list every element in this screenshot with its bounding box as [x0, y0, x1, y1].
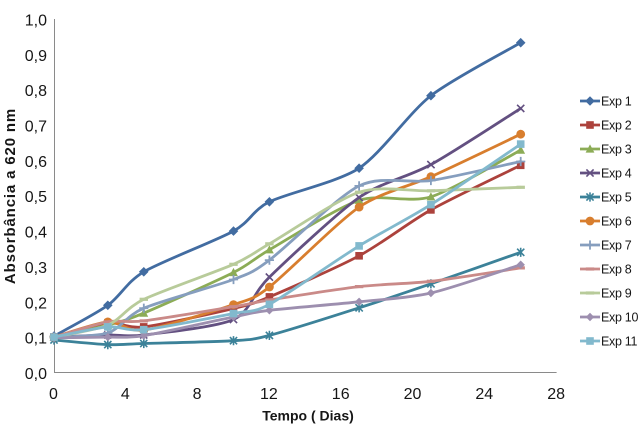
svg-text:0,6: 0,6	[25, 154, 47, 171]
svg-text:Exp 6: Exp 6	[601, 215, 632, 229]
svg-text:28: 28	[547, 386, 565, 403]
svg-text:Exp 2: Exp 2	[601, 119, 632, 133]
svg-text:0,9: 0,9	[25, 48, 47, 65]
svg-text:Exp 1: Exp 1	[601, 95, 632, 109]
svg-text:Tempo ( Dias): Tempo ( Dias)	[262, 408, 354, 424]
svg-text:Exp 9: Exp 9	[601, 287, 632, 301]
svg-text:4: 4	[121, 386, 130, 403]
svg-text:1,0: 1,0	[25, 13, 47, 30]
svg-text:8: 8	[193, 386, 202, 403]
svg-text:0,8: 0,8	[25, 83, 47, 100]
svg-text:Exp 11: Exp 11	[601, 335, 638, 349]
svg-text:Absorbância a 620 nm: Absorbância a 620 nm	[2, 108, 19, 284]
svg-text:Exp 5: Exp 5	[601, 191, 632, 205]
svg-text:0,1: 0,1	[25, 331, 47, 348]
svg-text:0,5: 0,5	[25, 189, 47, 206]
svg-text:Exp 8: Exp 8	[601, 263, 632, 277]
svg-text:0,7: 0,7	[25, 119, 47, 136]
svg-text:Exp 3: Exp 3	[601, 143, 632, 157]
svg-text:0,2: 0,2	[25, 295, 47, 312]
svg-text:Exp 7: Exp 7	[601, 239, 632, 253]
svg-text:12: 12	[260, 386, 278, 403]
svg-text:0,4: 0,4	[25, 225, 47, 242]
svg-text:Exp 4: Exp 4	[601, 167, 632, 181]
svg-text:0,3: 0,3	[25, 260, 47, 277]
svg-text:20: 20	[404, 386, 422, 403]
svg-text:0,0: 0,0	[25, 366, 47, 383]
svg-text:0: 0	[49, 386, 58, 403]
svg-text:16: 16	[332, 386, 350, 403]
svg-text:Exp 10: Exp 10	[601, 311, 638, 325]
svg-text:24: 24	[475, 386, 493, 403]
